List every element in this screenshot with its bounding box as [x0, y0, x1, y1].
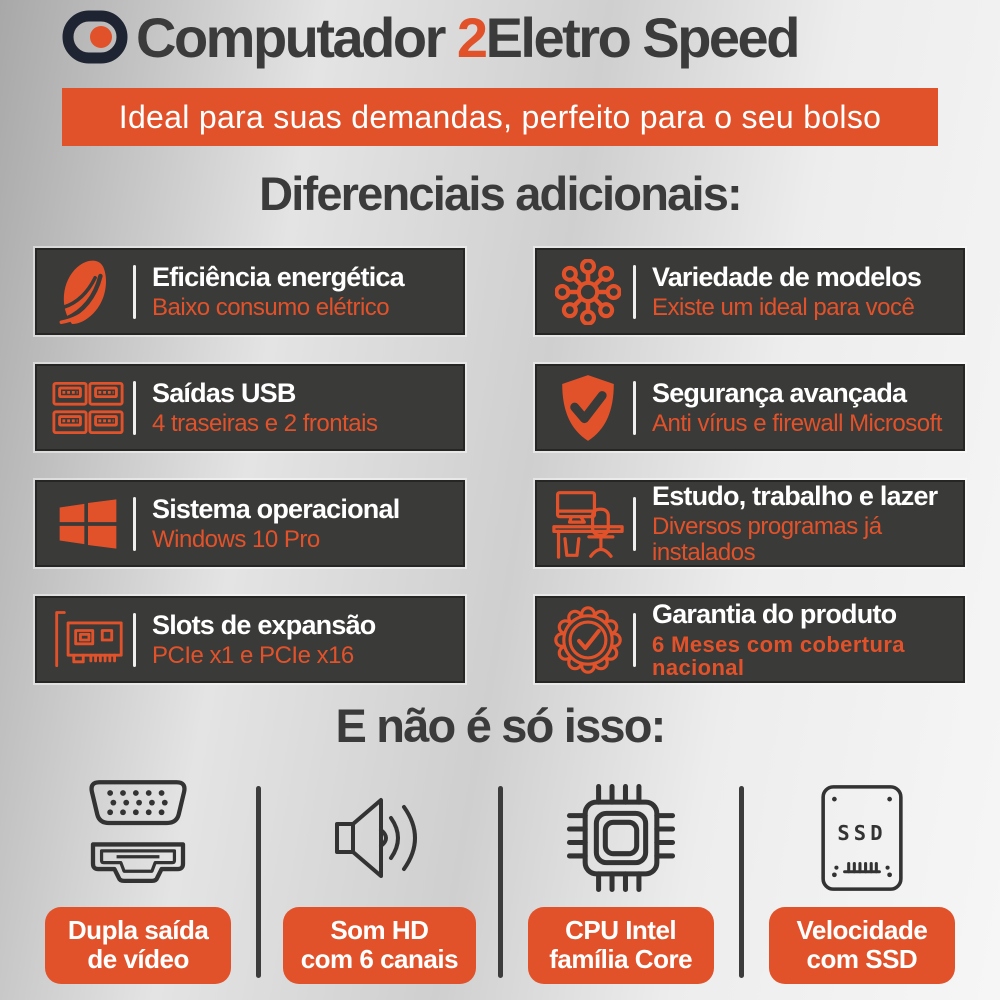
- more-heading: E não é só isso:: [335, 699, 666, 752]
- feature-title: Saídas USB: [152, 377, 296, 408]
- hd-sound-badge: Som HD com 6 canais: [282, 906, 477, 984]
- network-hub-icon: [547, 258, 629, 325]
- extra-som: Som HD com 6 canais: [261, 772, 497, 984]
- flame-leaf-icon: [47, 256, 129, 328]
- feature-title: Variedade de modelos: [652, 261, 922, 292]
- extra-video: Dupla saída de vídeo: [20, 772, 256, 984]
- video-output-badge: Dupla saída de vídeo: [45, 906, 232, 984]
- extras-row: Dupla saída de vídeo Som HD com 6 canais: [20, 772, 980, 984]
- feature-subtitle: Diversos programas já instalados: [652, 513, 882, 566]
- feature-subtitle: Existe um ideal para você: [652, 294, 915, 322]
- feature-card-eficiencia: Eficiência energética Baixo consumo elét…: [35, 248, 465, 335]
- feature-title: Sistema operacional: [152, 493, 400, 524]
- card-divider: [633, 264, 636, 319]
- feature-subtitle: 4 traseiras e 2 frontais: [152, 410, 378, 438]
- feature-card-usb: Saídas USB 4 traseiras e 2 frontais: [35, 364, 465, 451]
- feature-card-seguranca: Segurança avançada Anti vírus e firewall…: [535, 364, 965, 451]
- page-title: Computador 2Eletro Speed: [136, 6, 801, 70]
- card-divider: [133, 496, 136, 551]
- ssd-label: SSD: [837, 821, 886, 845]
- feature-title: Estudo, trabalho e lazer: [652, 481, 938, 512]
- title-part1: Computador: [136, 6, 457, 69]
- feature-subtitle: Windows 10 Pro: [152, 526, 320, 554]
- vga-hdmi-icon: [84, 772, 192, 904]
- feature-subtitle: Baixo consumo elétrico: [152, 294, 390, 322]
- title-part2: Eletro Speed: [485, 6, 801, 69]
- tagline-banner: Ideal para suas demandas, perfeito para …: [62, 88, 938, 146]
- feature-subtitle: Anti vírus e firewall Microsoft: [652, 410, 942, 438]
- feature-subtitle: 6 Meses com cobertura nacional: [652, 631, 905, 680]
- card-divider: [133, 264, 136, 319]
- feature-subtitle: PCIe x1 e PCIe x16: [152, 642, 354, 670]
- expansion-card-icon: [47, 609, 129, 671]
- differentials-heading: Diferenciais adicionais:: [259, 167, 743, 220]
- extra-cpu: CPU Intel família Core: [503, 772, 739, 984]
- warranty-seal-icon: [547, 605, 629, 674]
- feature-title: Segurança avançada: [652, 377, 907, 408]
- card-divider: [133, 380, 136, 435]
- vertical-divider: [738, 786, 744, 978]
- feature-title: Eficiência energética: [152, 261, 405, 292]
- tagline-text: Ideal para suas demandas, perfeito para …: [118, 98, 882, 135]
- card-divider: [633, 612, 636, 667]
- speaker-icon: [329, 772, 429, 904]
- vertical-divider: [256, 786, 262, 978]
- brand-logo-icon: [62, 10, 128, 64]
- cpu-intel-badge: CPU Intel família Core: [527, 906, 714, 984]
- feature-card-sistema: Sistema operacional Windows 10 Pro: [35, 480, 465, 567]
- feature-title: Slots de expansão: [152, 609, 376, 640]
- ssd-icon: SSD: [817, 772, 907, 904]
- shield-check-icon: [547, 372, 629, 444]
- feature-title: Garantia do produto: [652, 599, 897, 630]
- feature-card-estudo: Estudo, trabalho e lazer Diversos progra…: [535, 480, 965, 567]
- title-accent: 2: [456, 6, 488, 69]
- usb-ports-icon: [47, 377, 129, 439]
- extra-ssd: SSD Velocidade com SSD: [744, 772, 980, 984]
- workstation-icon: [547, 489, 629, 559]
- windows-logo-icon: [47, 492, 129, 556]
- card-divider: [133, 612, 136, 667]
- card-divider: [633, 380, 636, 435]
- cpu-chip-icon: [565, 772, 677, 904]
- feature-card-garantia: Garantia do produto 6 Meses com cobertur…: [535, 596, 965, 683]
- feature-card-slots: Slots de expansão PCIe x1 e PCIe x16: [35, 596, 465, 683]
- ssd-speed-badge: Velocidade com SSD: [768, 906, 955, 984]
- feature-card-variedade: Variedade de modelos Existe um ideal par…: [535, 248, 965, 335]
- card-divider: [633, 496, 636, 551]
- feature-card-grid: Eficiência energética Baixo consumo elét…: [35, 248, 965, 683]
- vertical-divider: [497, 786, 503, 978]
